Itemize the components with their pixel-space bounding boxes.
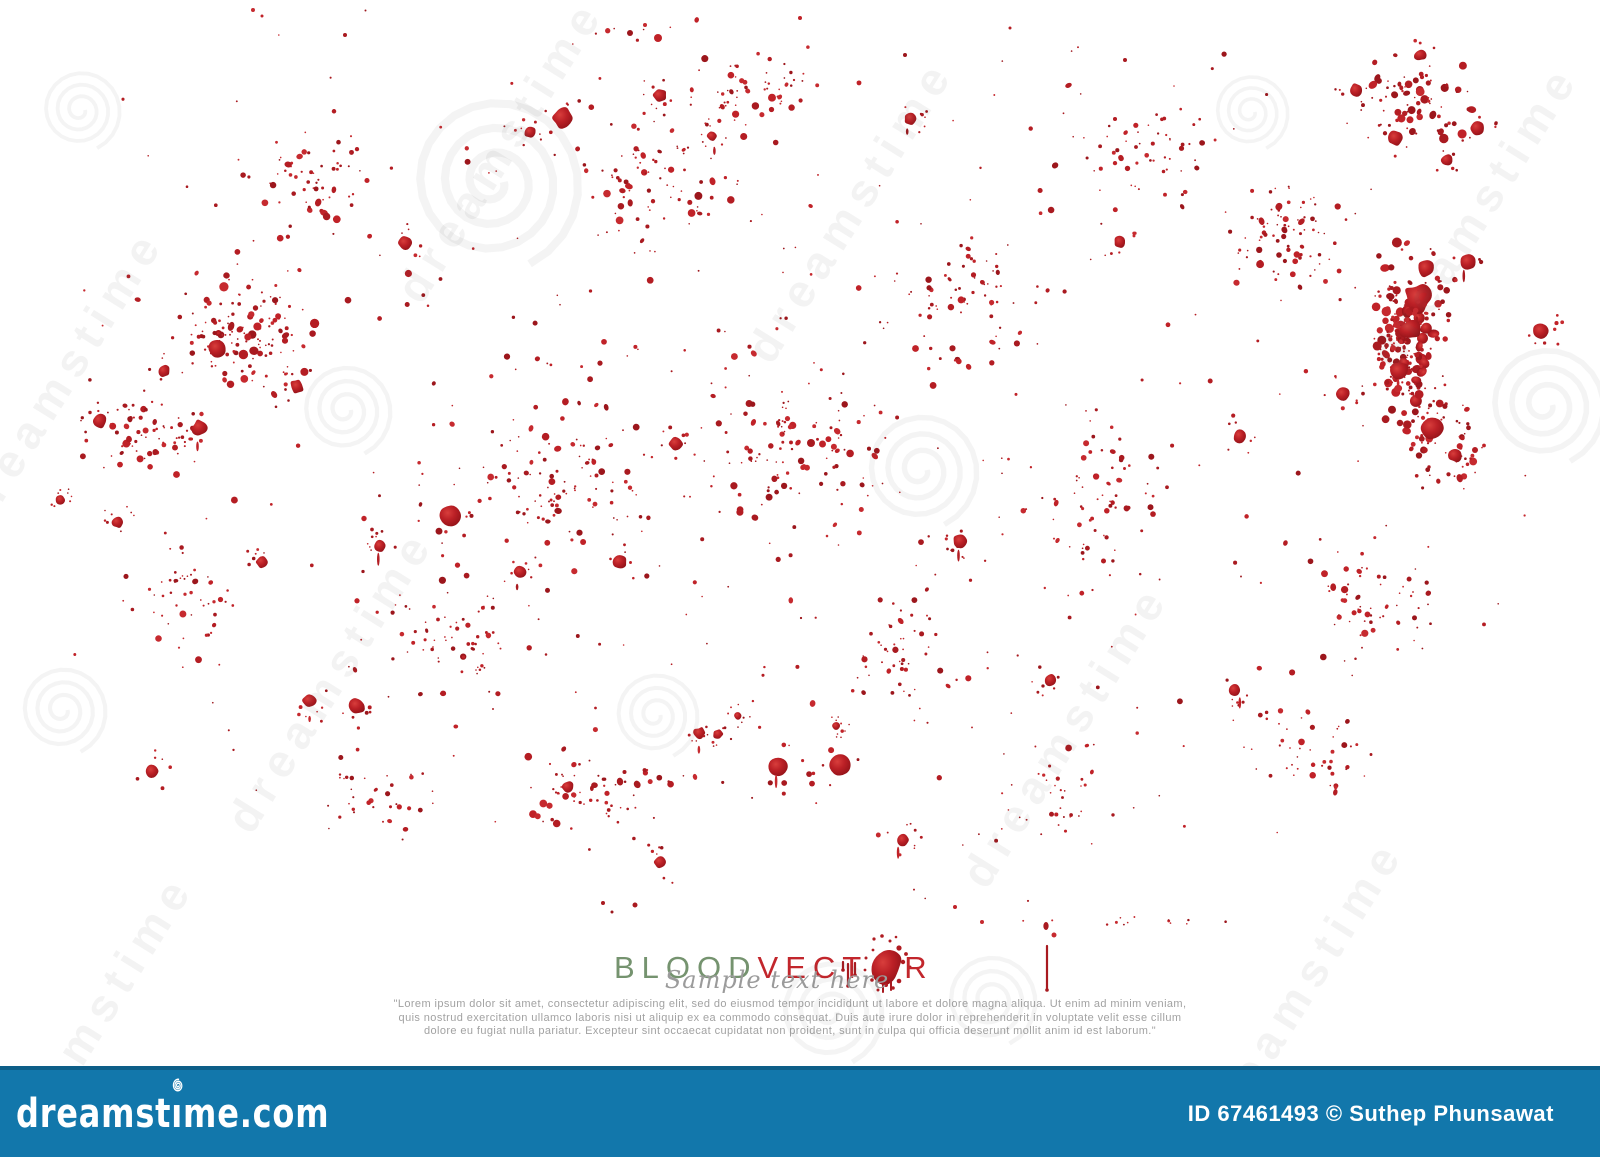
paragraph-line: "Lorem ipsum dolor sit amet, consectetur… bbox=[393, 998, 1187, 1010]
logo-text-r: R bbox=[904, 950, 934, 985]
logo-text-vect: VECT bbox=[757, 950, 869, 985]
logo-text-blood: BLOOD bbox=[614, 950, 758, 985]
dreamstime-logo-text: me.com bbox=[183, 1090, 330, 1137]
blood-splat-o-icon bbox=[863, 934, 912, 993]
paragraph-line: quis nostrud exercitation ullamco labori… bbox=[398, 1011, 1182, 1024]
dreamstime-logo: dreamstı me.com bbox=[16, 1077, 330, 1137]
dreamstime-footer-bar: dreamstı me.com ID 67461493 © Suthep Phun… bbox=[0, 1066, 1600, 1157]
logo-bloodvector: BLOODVECT R bbox=[614, 934, 934, 993]
sample-paragraph: "Lorem ipsum dolor sit amet, consectetur… bbox=[0, 998, 1580, 1039]
tagline: Sample text here bbox=[664, 966, 890, 994]
dreamstime-logo-text: dreamst bbox=[16, 1090, 172, 1137]
paragraph-line: dolore eu fugiat nulla pariatur. Excepte… bbox=[423, 1025, 1157, 1038]
image-id-credit: ID 67461493 © Suthep Phunsawat bbox=[1187, 1100, 1554, 1126]
dreamstime-logo-i: ı bbox=[171, 1077, 183, 1137]
spiral-icon bbox=[172, 1077, 183, 1092]
